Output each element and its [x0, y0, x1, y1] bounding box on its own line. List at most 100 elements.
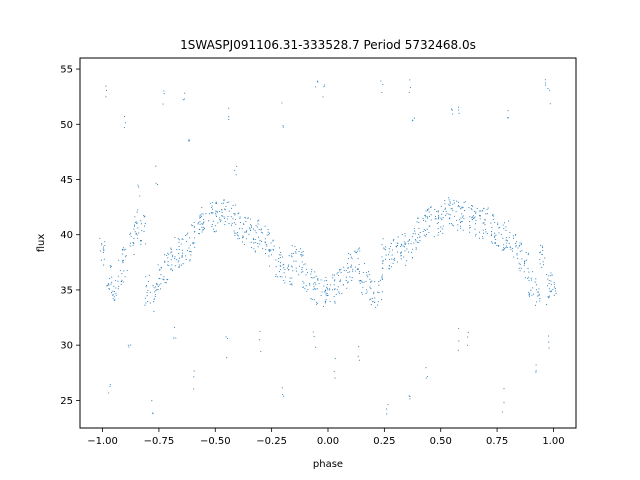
- data-point: [463, 218, 465, 220]
- data-point: [408, 239, 410, 241]
- data-point: [548, 335, 550, 337]
- data-point: [221, 209, 223, 211]
- data-point: [365, 280, 367, 282]
- data-point: [298, 274, 300, 276]
- data-point: [404, 246, 406, 248]
- data-point: [277, 276, 279, 278]
- data-point: [253, 239, 255, 241]
- data-point: [326, 292, 328, 295]
- data-point: [400, 255, 402, 257]
- data-point: [219, 219, 221, 221]
- data-point: [256, 226, 259, 228]
- data-point: [498, 227, 500, 229]
- data-point: [310, 273, 312, 275]
- data-point: [352, 270, 354, 272]
- data-point: [414, 230, 416, 232]
- data-point: [236, 232, 239, 234]
- data-point: [128, 346, 130, 348]
- data-point: [115, 292, 117, 295]
- data-point: [268, 248, 270, 250]
- data-point: [228, 201, 230, 203]
- data-point: [373, 293, 375, 295]
- data-point: [550, 283, 552, 285]
- chart-title: 1SWASPJ091106.31-333528.7 Period 5732468…: [180, 38, 476, 52]
- data-point: [258, 219, 260, 221]
- data-point: [369, 299, 371, 301]
- data-point: [177, 238, 179, 240]
- data-point: [367, 276, 369, 278]
- data-point: [495, 239, 497, 241]
- data-point: [458, 201, 460, 203]
- data-point: [146, 295, 148, 297]
- data-point: [236, 234, 239, 236]
- data-point: [405, 264, 407, 266]
- data-point: [295, 249, 297, 251]
- data-point: [548, 275, 550, 277]
- data-point: [160, 274, 162, 276]
- data-point: [289, 277, 291, 279]
- data-point: [250, 224, 252, 226]
- data-point: [484, 224, 486, 226]
- data-point: [500, 233, 502, 235]
- data-point: [491, 227, 493, 229]
- data-point: [461, 206, 463, 208]
- data-point: [538, 294, 540, 296]
- data-point: [190, 251, 192, 253]
- data-point: [215, 212, 217, 214]
- data-point: [410, 243, 412, 245]
- data-point: [258, 339, 260, 341]
- data-point: [503, 402, 505, 404]
- data-point: [393, 258, 395, 261]
- data-point: [241, 241, 244, 243]
- data-point: [377, 301, 379, 303]
- data-point: [310, 298, 312, 300]
- data-point: [248, 233, 250, 235]
- data-point: [212, 220, 214, 222]
- data-point: [320, 294, 322, 297]
- data-point: [178, 245, 180, 248]
- data-point: [471, 216, 473, 218]
- data-point: [381, 277, 383, 279]
- data-point: [459, 222, 462, 224]
- data-point: [503, 228, 505, 230]
- data-point: [324, 302, 326, 304]
- data-point: [270, 242, 272, 244]
- data-point: [396, 246, 398, 248]
- data-point: [530, 277, 532, 279]
- data-point: [356, 250, 358, 252]
- data-point: [502, 224, 504, 226]
- data-point: [370, 304, 372, 306]
- data-point: [293, 260, 295, 262]
- data-point: [162, 278, 164, 280]
- data-point: [368, 273, 370, 276]
- data-point: [288, 255, 290, 257]
- data-point: [362, 271, 364, 274]
- data-point: [156, 288, 158, 291]
- data-point: [482, 237, 484, 240]
- y-tick-label: 55: [60, 65, 73, 76]
- data-point: [414, 239, 417, 241]
- data-point: [124, 256, 126, 258]
- data-point: [415, 248, 417, 250]
- data-point: [493, 215, 495, 217]
- data-point: [163, 93, 165, 95]
- data-point: [228, 210, 230, 212]
- data-point: [554, 288, 556, 290]
- data-point: [280, 265, 282, 267]
- data-point: [315, 301, 318, 303]
- data-point: [314, 282, 316, 284]
- data-point: [357, 248, 359, 250]
- data-point: [140, 243, 142, 245]
- data-point: [113, 296, 115, 298]
- data-point: [502, 237, 504, 239]
- data-point: [225, 336, 227, 338]
- data-point: [282, 264, 284, 266]
- data-point: [302, 271, 304, 273]
- data-point: [374, 281, 376, 283]
- data-point: [178, 257, 180, 259]
- data-point: [201, 229, 203, 231]
- data-point: [382, 83, 384, 86]
- data-point: [461, 213, 463, 215]
- data-point: [205, 213, 207, 215]
- data-point: [105, 96, 107, 98]
